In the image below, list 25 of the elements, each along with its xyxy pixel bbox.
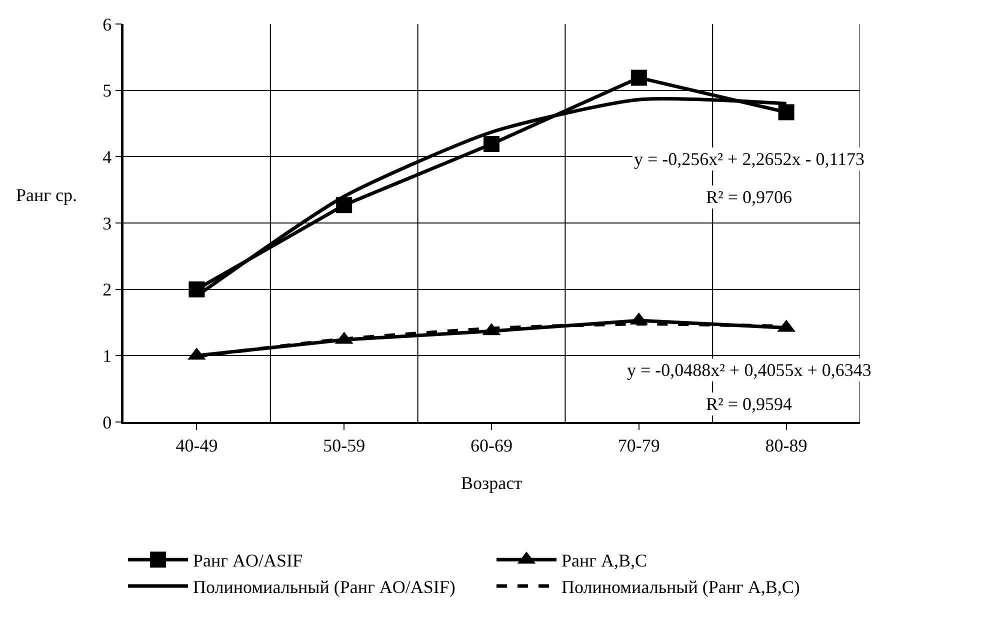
legend-label: Полиномиальный (Ранг AO/ASIF) bbox=[193, 577, 456, 598]
y-tick-label: 6 bbox=[102, 14, 112, 34]
y-axis-title: Ранг ср. bbox=[16, 185, 78, 205]
legend-label: Полиномиальный (Ранг A,B,C) bbox=[562, 577, 800, 598]
point bbox=[630, 70, 647, 86]
y-tick-label: 5 bbox=[102, 80, 112, 101]
annotation: y = -0,256x² + 2,2652x - 0,1173 bbox=[634, 149, 865, 169]
legend-label: Ранг A,B,C bbox=[562, 550, 648, 571]
x-tick-label: 80-89 bbox=[765, 435, 808, 456]
annotation: R² = 0,9594 bbox=[706, 394, 792, 414]
y-tick-label: 3 bbox=[102, 213, 112, 234]
x-tick-label: 70-79 bbox=[618, 435, 660, 456]
y-tick-label: 0 bbox=[102, 412, 112, 432]
y-tick-label: 1 bbox=[102, 346, 112, 366]
point bbox=[484, 136, 500, 152]
x-axis-title: Возраст bbox=[461, 472, 522, 493]
x-tick-label: 40-49 bbox=[176, 435, 218, 456]
legend-label: Ранг AO/ASIF bbox=[193, 550, 303, 571]
y-tick-label: 4 bbox=[102, 146, 112, 167]
annotation: R² = 0,9706 bbox=[706, 187, 792, 207]
y-tick-label: 2 bbox=[102, 280, 112, 300]
point bbox=[778, 104, 794, 120]
x-tick-label: 60-69 bbox=[470, 435, 512, 456]
x-tick-label: 50-59 bbox=[323, 435, 366, 456]
annotation: y = -0,0488x² + 0,4055x + 0,6343 bbox=[627, 360, 872, 380]
